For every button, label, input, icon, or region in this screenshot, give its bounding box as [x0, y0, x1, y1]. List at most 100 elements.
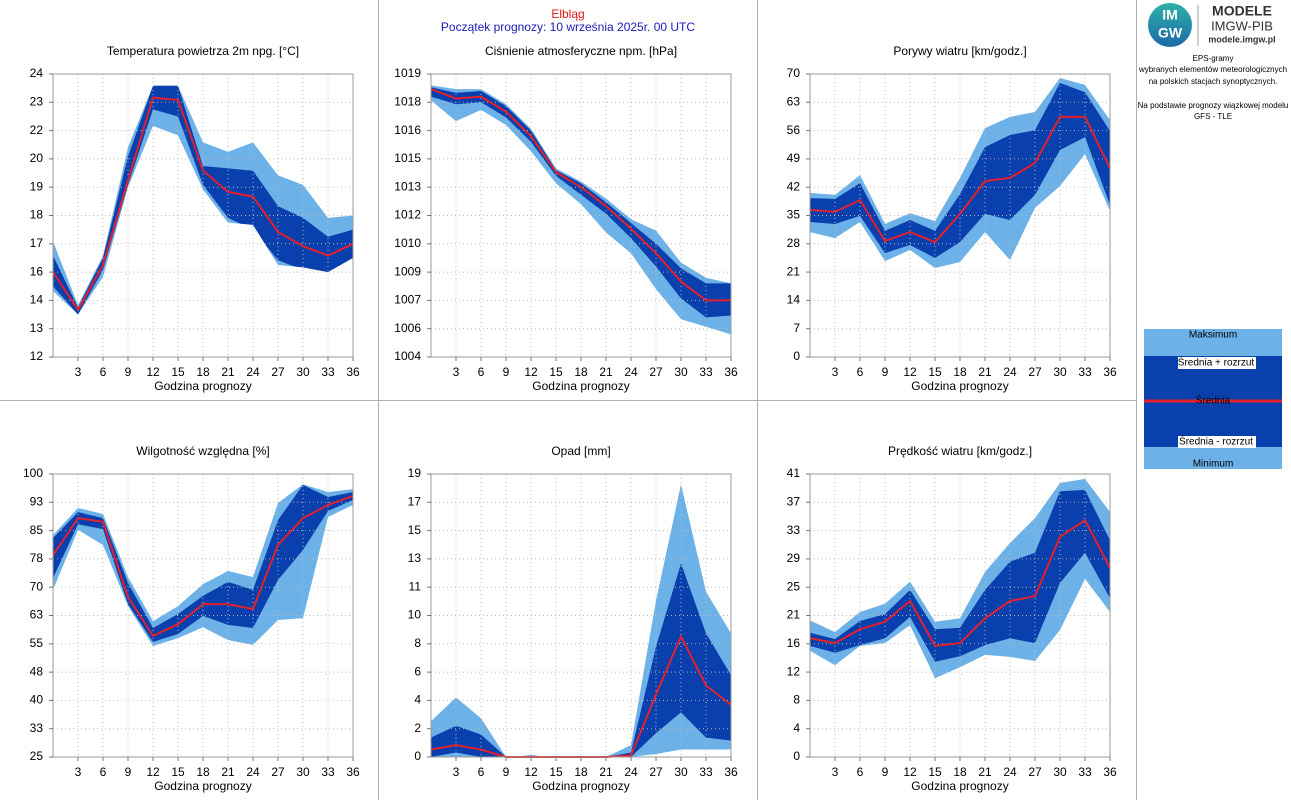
x-tick-label: 36: [724, 765, 738, 779]
chart-panel: Porywy wiatru [km/godz.] 0 7 14 21 28 35 42 49 56…: [787, 44, 1117, 393]
x-tick-label: 12: [146, 765, 160, 779]
x-tick-label: 18: [574, 365, 588, 379]
y-tick-label: 19: [30, 179, 44, 193]
band-area: [431, 712, 731, 757]
band-area: [810, 578, 1110, 757]
legend-label: Średnia + rozrzut: [1178, 356, 1255, 369]
x-tick-label: 33: [1078, 365, 1092, 379]
mean-line: [809, 115, 1111, 244]
y-tick-label: 4: [793, 721, 800, 735]
y-tick-label: 1016: [394, 123, 421, 137]
y-tick-label: 12: [30, 349, 44, 363]
x-tick-label: 30: [674, 765, 688, 779]
y-tick-label: 11: [409, 579, 422, 593]
chart-panel: Prędkość wiatru [km/godz.] 0 4 8 12 16 21 25 29 3…: [787, 444, 1117, 793]
y-tick-label: 10: [408, 608, 422, 622]
chart-title: Opad [mm]: [551, 444, 610, 458]
y-tick-label: 14: [787, 293, 801, 307]
y-tick-label: 49: [787, 151, 801, 165]
x-tick-label: 33: [321, 765, 335, 779]
description: na polskich stacjach synoptycznych.: [1149, 77, 1278, 86]
y-tick-label: 4: [414, 693, 421, 707]
chart-title: Prędkość wiatru [km/godz.]: [888, 444, 1032, 458]
logo-mark: GW: [1158, 25, 1183, 41]
mean-line: [52, 494, 354, 637]
y-tick-label: 21: [787, 264, 801, 278]
logo: IM GW MODELE IMGW-PIB modele.imgw.pl: [1148, 3, 1276, 47]
legend-label-bg: [1178, 357, 1256, 369]
x-tick-label: 18: [196, 365, 210, 379]
x-tick-label: 18: [574, 765, 588, 779]
x-tick-label: 12: [903, 765, 917, 779]
y-tick-label: 40: [30, 693, 44, 707]
y-tick-label: 17: [30, 236, 44, 250]
x-tick-label: 15: [928, 765, 942, 779]
x-tick-label: 9: [882, 765, 889, 779]
y-tick-label: 42: [787, 179, 801, 193]
x-axis-label: Godzina prognozy: [911, 379, 1008, 393]
x-tick-label: 18: [196, 765, 210, 779]
y-tick-label: 0: [793, 349, 800, 363]
description: wybranych elementów meteorologicznych: [1138, 65, 1287, 74]
y-tick-label: 7: [793, 321, 800, 335]
mean-line: [809, 519, 1111, 647]
x-tick-label: 9: [125, 365, 132, 379]
chart-panel: Temperatura powietrza 2m npg. [°C] 12 13 14…: [30, 44, 360, 393]
x-tick-label: 36: [346, 765, 360, 779]
x-tick-label: 6: [100, 765, 107, 779]
x-tick-label: 27: [271, 365, 285, 379]
x-axis-label: Godzina prognozy: [154, 379, 251, 393]
x-tick-label: 24: [624, 365, 638, 379]
description: Na podstawie prognozy wiązkowej modelu: [1138, 101, 1289, 110]
forecast-start: Początek prognozy: 10 września 2025r. 00…: [441, 20, 695, 34]
x-tick-label: 9: [882, 365, 889, 379]
y-tick-label: 25: [787, 579, 801, 593]
y-tick-label: 33: [787, 523, 801, 537]
y-tick-label: 24: [30, 66, 44, 80]
x-tick-label: 30: [1053, 765, 1067, 779]
chart-panel: Ciśnienie atmosferyczne npm. [hPa] 1004 10…: [394, 44, 738, 393]
y-tick-label: 18: [30, 208, 44, 222]
y-tick-label: 22: [30, 123, 44, 137]
x-tick-label: 9: [503, 365, 510, 379]
x-tick-label: 3: [453, 765, 460, 779]
y-tick-label: 100: [23, 466, 43, 480]
x-tick-label: 12: [903, 365, 917, 379]
x-tick-label: 15: [171, 765, 185, 779]
y-tick-label: 1018: [394, 94, 421, 108]
station: Elbląg: [551, 7, 584, 21]
y-tick-label: 1013: [394, 179, 421, 193]
y-tick-label: 13: [408, 551, 422, 565]
x-tick-label: 12: [146, 365, 160, 379]
x-tick-label: 36: [346, 365, 360, 379]
x-tick-label: 30: [674, 365, 688, 379]
legend-label: Średnia: [1196, 394, 1231, 407]
x-tick-label: 3: [453, 365, 460, 379]
y-tick-label: 1015: [394, 151, 421, 165]
x-tick-label: 24: [1003, 765, 1017, 779]
description: EPS-gramy: [1193, 54, 1234, 63]
legend-label: Maksimum: [1189, 330, 1237, 341]
y-tick-label: 56: [787, 123, 801, 137]
legend: Maksimum Średnia + rozrzut Średnia Średn…: [1144, 329, 1282, 470]
x-tick-label: 3: [75, 765, 82, 779]
y-tick-label: 12: [787, 664, 801, 678]
chart-title: Temperatura powietrza 2m npg. [°C]: [107, 44, 299, 58]
x-tick-label: 36: [724, 365, 738, 379]
x-axis-label: Godzina prognozy: [154, 779, 251, 793]
x-tick-label: 18: [953, 365, 967, 379]
x-tick-label: 27: [1028, 365, 1042, 379]
x-tick-label: 27: [271, 765, 285, 779]
x-tick-label: 33: [321, 365, 335, 379]
y-tick-label: 1019: [394, 66, 421, 80]
x-tick-label: 27: [649, 765, 663, 779]
x-tick-label: 33: [1078, 765, 1092, 779]
x-tick-label: 12: [524, 765, 538, 779]
y-tick-label: 16: [30, 264, 44, 278]
x-tick-label: 15: [549, 765, 563, 779]
y-tick-label: 15: [408, 523, 422, 537]
x-tick-label: 6: [478, 365, 485, 379]
y-tick-label: 70: [30, 579, 44, 593]
